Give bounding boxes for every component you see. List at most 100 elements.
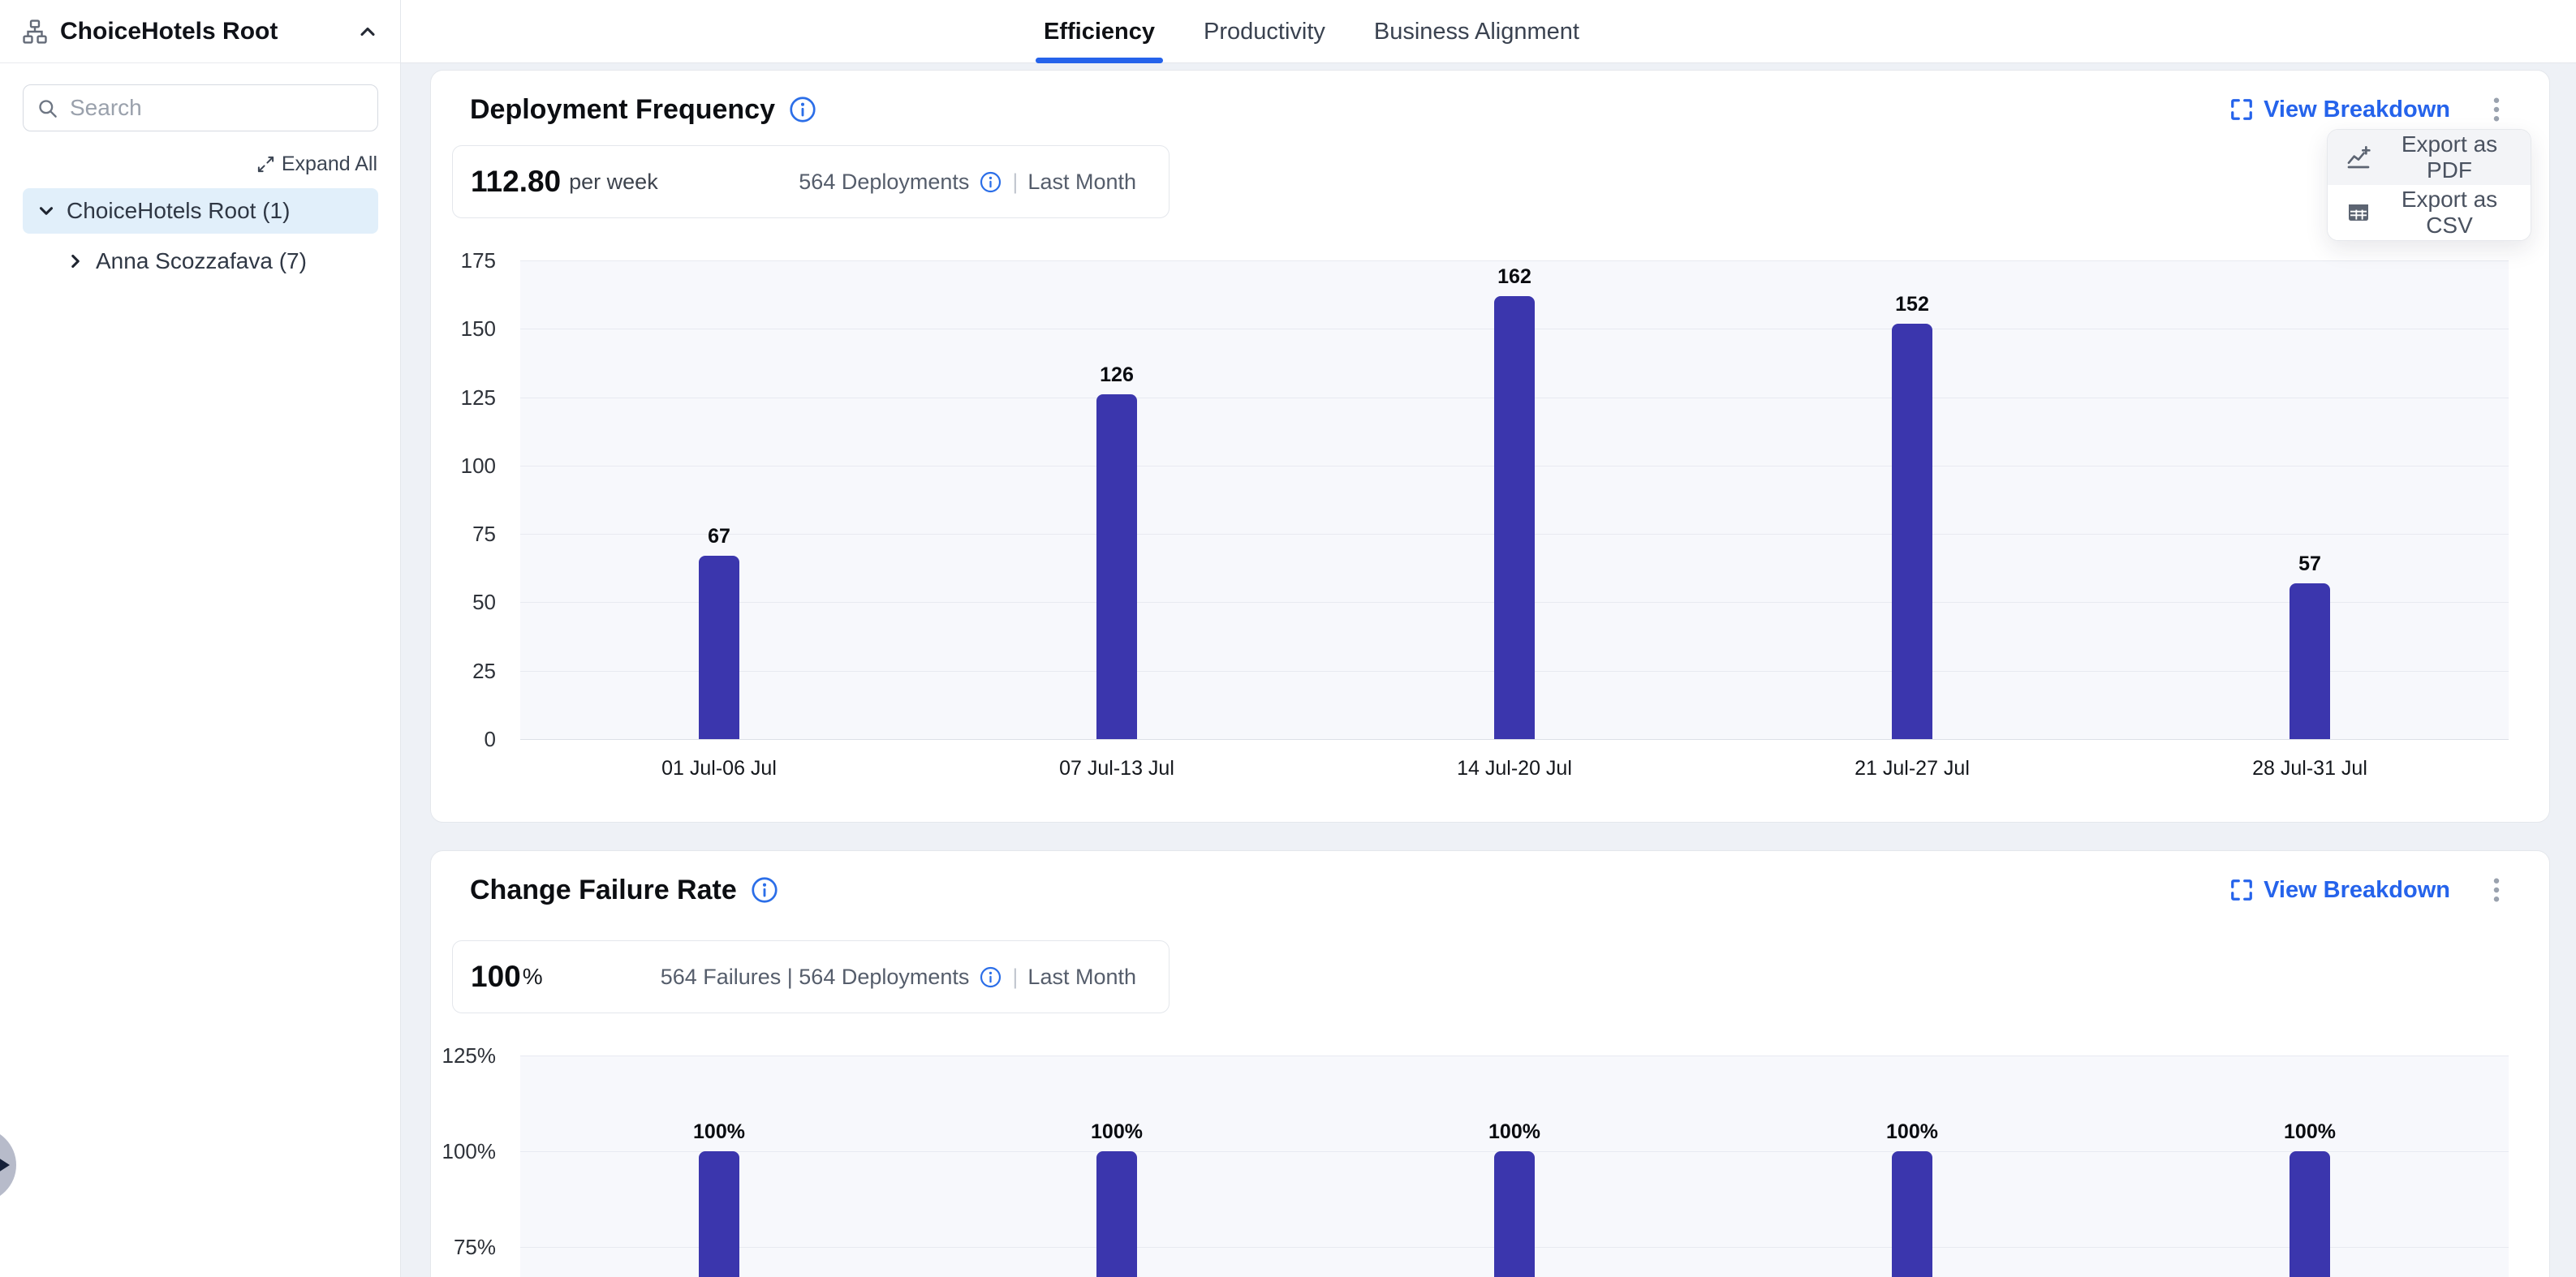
bar-value-label: 100%: [2284, 1120, 2336, 1143]
kebab-menu-button[interactable]: [2479, 88, 2514, 131]
bar-value-label: 100%: [693, 1120, 745, 1143]
expand-diagonal-icon: [256, 155, 275, 174]
sidebar-title: ChoiceHotels Root: [60, 17, 278, 45]
search-icon: [37, 97, 58, 119]
org-hierarchy-icon: [21, 18, 49, 45]
x-tick-label: 21 Jul-27 Jul: [1854, 757, 1970, 780]
tree-item-choicehotels-root[interactable]: ChoiceHotels Root (1): [23, 188, 378, 234]
y-tick-label: 0: [484, 726, 496, 751]
stat-meta: 564 Deployments | Last Month: [799, 170, 1136, 195]
stat-summary: 100 % 564 Failures | 564 Deployments | L…: [452, 940, 1170, 1013]
tab-efficiency[interactable]: Efficiency: [1036, 0, 1163, 63]
tree-item-anna-scozzafava[interactable]: Anna Scozzafava (7): [52, 239, 378, 284]
view-breakdown-label: View Breakdown: [2264, 876, 2450, 903]
chart-bar[interactable]: [1494, 1151, 1535, 1277]
sidebar: ChoiceHotels Root Expand All: [0, 0, 401, 1277]
tabs: Efficiency Productivity Business Alignment: [1036, 0, 1584, 63]
sidebar-collapse-button[interactable]: [356, 20, 379, 43]
bar-value-label: 100%: [1091, 1120, 1143, 1143]
chart-bar[interactable]: [2290, 583, 2330, 739]
x-tick-label: 28 Jul-31 Jul: [2252, 757, 2367, 780]
y-tick-label: 150: [460, 316, 496, 342]
y-tick-label: 75: [472, 522, 496, 547]
fullscreen-icon: [2229, 878, 2254, 902]
chart-bar[interactable]: [2290, 1151, 2330, 1277]
export-dropdown-menu: Export as PDF Export as CSV: [2327, 129, 2531, 241]
export-as-csv-menu-item[interactable]: Export as CSV: [2328, 185, 2531, 240]
chart-bar[interactable]: [1892, 323, 1932, 739]
card-header: Change Failure Rate View Breakdown: [470, 869, 2514, 911]
bar-value-label: 126: [1100, 363, 1134, 387]
stat-meta: 564 Failures | 564 Deployments | Last Mo…: [661, 965, 1136, 990]
fullscreen-icon: [2229, 97, 2254, 122]
x-tick-label: 01 Jul-06 Jul: [661, 757, 777, 780]
chevron-down-icon[interactable]: [36, 200, 57, 221]
export-as-pdf-menu-item[interactable]: Export as PDF: [2328, 130, 2531, 185]
grid-line: [520, 738, 2509, 740]
view-breakdown-label: View Breakdown: [2264, 96, 2450, 123]
sidebar-resize-handle[interactable]: [0, 1128, 16, 1202]
chart-bar[interactable]: [699, 1151, 739, 1277]
chart-add-icon: [2346, 144, 2371, 170]
change-failure-rate-chart: 125% 100% 75% 100% 100% 100% 100% 100%: [442, 1043, 2509, 1277]
chevron-right-icon[interactable]: [65, 251, 86, 272]
chart-bar[interactable]: [1892, 1151, 1932, 1277]
view-breakdown-button[interactable]: View Breakdown: [2229, 877, 2450, 904]
info-icon[interactable]: [979, 170, 1002, 194]
search-input[interactable]: [70, 95, 364, 121]
deployment-frequency-chart: 0 25 50 75 100 125 150 175 67 01 Jul-06 Jul 126 07 …: [461, 248, 2509, 780]
y-tick-label: 125%: [442, 1043, 497, 1068]
info-icon[interactable]: [788, 95, 817, 124]
chart-bar[interactable]: [1494, 295, 1535, 739]
info-icon[interactable]: [750, 875, 779, 905]
stat-value: 100: [471, 960, 521, 993]
y-tick-label: 125: [460, 385, 496, 410]
y-tick-label: 25: [472, 658, 496, 683]
tree-item-label: ChoiceHotels Root (1): [67, 198, 291, 223]
x-tick-label: 14 Jul-20 Jul: [1457, 757, 1572, 780]
bar-value-label: 152: [1895, 292, 1929, 316]
stat-unit: %: [522, 964, 543, 989]
deployment-frequency-card: Deployment Frequency View Breakdown: [430, 70, 2550, 823]
bar-value-label: 67: [708, 525, 730, 548]
bar-value-label: 100%: [1886, 1120, 1938, 1143]
table-icon: [2346, 200, 2371, 226]
chart-bar[interactable]: [699, 556, 739, 739]
view-breakdown-button[interactable]: View Breakdown: [2229, 97, 2450, 123]
stat-meta-text: 564 Deployments: [799, 169, 970, 194]
kebab-icon: [2484, 874, 2509, 906]
top-tab-bar: Efficiency Productivity Business Alignment: [401, 0, 2576, 63]
x-tick-label: 07 Jul-13 Jul: [1059, 757, 1174, 780]
info-icon[interactable]: [979, 965, 1002, 989]
divider: |: [1012, 964, 1019, 989]
menu-item-label: Export as CSV: [2401, 187, 2498, 238]
stat-meta-text: 564 Failures | 564 Deployments: [660, 964, 970, 989]
kebab-menu-button[interactable]: [2479, 869, 2514, 911]
y-tick-label: 100: [460, 453, 496, 478]
stat-period: Last Month: [1027, 169, 1136, 194]
grid-line: [520, 260, 2509, 261]
bar-value-label: 57: [2298, 552, 2321, 575]
divider: |: [1012, 169, 1019, 194]
chart-bar[interactable]: [1096, 394, 1137, 739]
chevron-up-icon: [356, 20, 379, 43]
stat-period: Last Month: [1027, 964, 1136, 989]
tab-business-alignment[interactable]: Business Alignment: [1369, 0, 1584, 63]
card-title: Change Failure Rate: [470, 874, 737, 905]
stat-unit: per week: [569, 169, 658, 194]
kebab-icon: [2484, 93, 2509, 126]
stat-summary: 112.80 per week 564 Deployments | Last M…: [452, 145, 1170, 218]
y-tick-label: 100%: [442, 1139, 497, 1163]
change-failure-rate-card: Change Failure Rate View Breakdown: [430, 850, 2550, 1277]
y-tick-label: 75%: [453, 1235, 496, 1259]
menu-item-label: Export as PDF: [2401, 131, 2498, 183]
card-header: Deployment Frequency View Breakdown: [470, 88, 2514, 131]
tree-item-label: Anna Scozzafava (7): [96, 248, 307, 273]
expand-all-button[interactable]: Expand All: [256, 153, 377, 176]
chart-bar[interactable]: [1096, 1151, 1137, 1277]
bar-value-label: 162: [1497, 264, 1531, 288]
y-tick-label: 50: [472, 590, 496, 615]
stat-value: 112.80: [471, 165, 562, 198]
tab-productivity[interactable]: Productivity: [1199, 0, 1330, 63]
y-tick-label: 175: [460, 248, 496, 273]
